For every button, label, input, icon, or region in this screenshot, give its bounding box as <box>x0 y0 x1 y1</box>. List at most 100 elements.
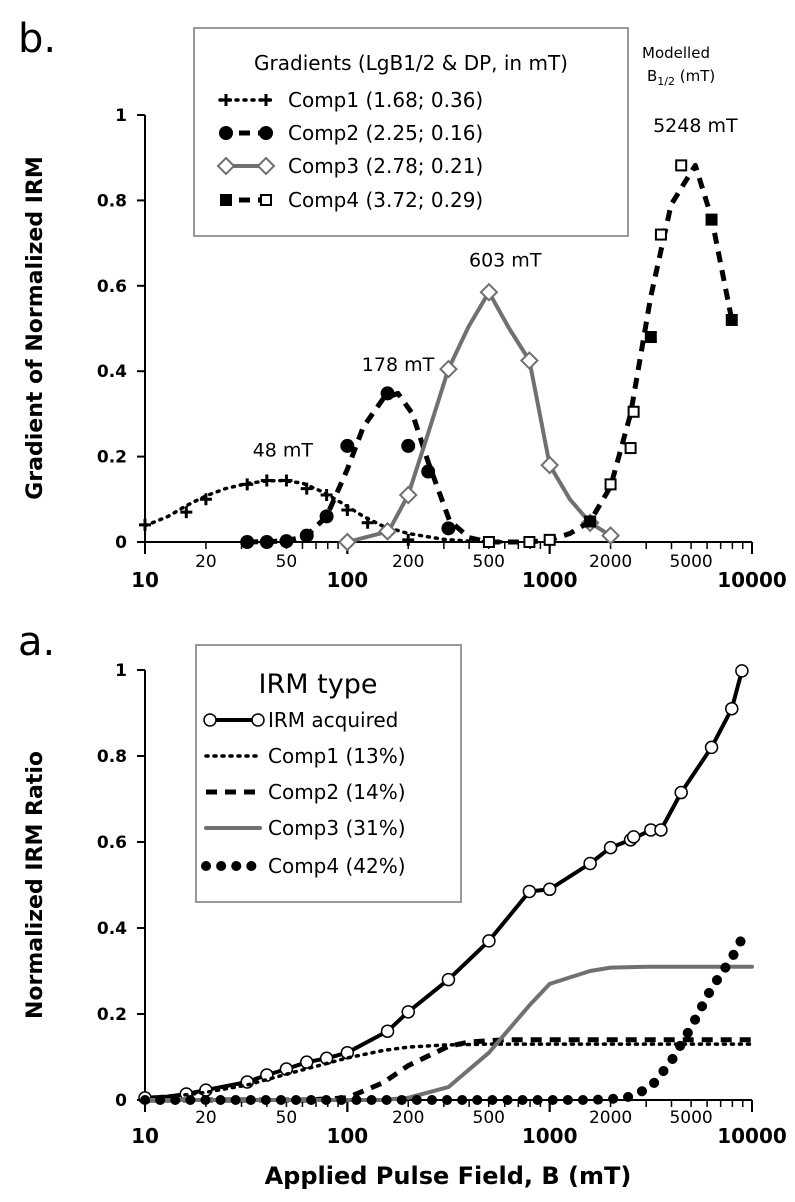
x-tick-label: 20 <box>195 552 217 572</box>
series-line-1 <box>143 478 507 544</box>
y-tick-label: 0.6 <box>97 277 127 297</box>
legend-label: IRM acquired <box>268 708 398 732</box>
legend-title: Gradients (LgB1/2 & DP, in mT) <box>254 51 568 75</box>
legend-marker <box>220 94 232 106</box>
legend: Gradients (LgB1/2 & DP, in mT) Comp1 (1.6… <box>193 27 629 237</box>
data-point-1 <box>674 785 688 800</box>
data-point-2 <box>441 521 456 536</box>
y-tick-label: 1 <box>115 106 127 126</box>
legend-marker <box>220 194 232 206</box>
x-tick-label: 500 <box>473 1108 505 1128</box>
panel-letter: a. <box>18 619 55 665</box>
legend-marker <box>260 194 272 206</box>
legend-marker <box>203 713 217 727</box>
data-point-2 <box>240 535 255 549</box>
data-point-4 <box>482 536 495 548</box>
data-point-1 <box>199 493 212 506</box>
x-tick-label: 1000 <box>522 1124 578 1148</box>
y-tick-label: 0.4 <box>97 362 127 382</box>
data-point-2 <box>319 509 334 524</box>
data-point-1 <box>583 856 597 871</box>
data-point-4 <box>644 331 657 344</box>
data-point-4 <box>675 159 688 172</box>
data-point-1 <box>280 474 293 487</box>
data-point-1 <box>341 503 354 516</box>
legend-marker <box>219 126 233 140</box>
legend-marker <box>260 94 272 106</box>
peak-annotation: 603 mT <box>469 250 542 272</box>
data-point-1 <box>300 482 313 495</box>
panel-letter: b. <box>18 16 56 62</box>
data-point-4 <box>654 228 667 241</box>
data-point-1 <box>260 474 273 487</box>
x-tick-label: 50 <box>276 552 298 572</box>
y-tick-label: 0 <box>115 1091 127 1111</box>
data-point-4 <box>523 536 536 548</box>
peak-annotation: 178 mT <box>362 354 435 376</box>
y-axis-label: Gradient of Normalized IRM <box>23 156 48 500</box>
data-point-4 <box>543 533 556 546</box>
y-tick-label: 0.2 <box>97 1005 127 1025</box>
legend-label: Comp3 (31%) <box>268 816 406 840</box>
x-tick-label: 100 <box>326 568 368 592</box>
data-point-3 <box>479 282 499 302</box>
data-point-4 <box>604 478 617 491</box>
legend-marker <box>251 713 265 727</box>
data-point-2 <box>340 438 355 453</box>
data-point-2 <box>401 438 416 453</box>
data-point-1 <box>482 934 496 948</box>
modelled-b-label: B1/2 (mT) <box>647 67 715 88</box>
legend-label: Comp1 (13%) <box>268 744 406 768</box>
data-point-1 <box>180 506 193 519</box>
data-point-1 <box>522 884 537 899</box>
data-point-1 <box>441 972 456 987</box>
x-tick-label: 20 <box>195 1108 217 1128</box>
data-point-3 <box>398 485 418 505</box>
data-point-1 <box>380 1024 395 1038</box>
x-axis-label: Applied Pulse Field, B (mT) <box>265 1162 632 1190</box>
x-tick-label: 10 <box>131 568 159 592</box>
data-point-3 <box>540 455 560 475</box>
x-tick-label: 2000 <box>589 552 632 572</box>
data-point-1 <box>401 1005 415 1019</box>
y-tick-label: 0 <box>115 533 127 553</box>
data-point-1 <box>603 840 618 855</box>
y-axis-label: Normalized IRM Ratio <box>23 751 48 1019</box>
data-point-4 <box>725 313 738 326</box>
peak-annotation: 48 mT <box>253 440 314 462</box>
series-line-2 <box>143 1042 754 1100</box>
panel-a-irm-chart: a. Normalized IRM Ratio 0 0.2 0.4 0.6 0.8 1 10 20… <box>18 619 787 1190</box>
data-point-3 <box>378 521 397 541</box>
legend-label: Comp1 (1.68; 0.36) <box>288 88 483 112</box>
legend-marker <box>259 126 273 140</box>
data-point-1 <box>402 533 415 546</box>
data-point-1 <box>735 664 749 678</box>
data-point-4 <box>624 442 637 455</box>
series-line-5 <box>140 933 747 1105</box>
y-tick-label: 1 <box>115 661 127 681</box>
data-point-1 <box>542 882 557 897</box>
x-tick-label: 10 <box>131 1124 159 1148</box>
series-line-3 <box>345 290 613 544</box>
data-point-2 <box>279 534 294 549</box>
data-point-4 <box>584 515 597 528</box>
data-point-1 <box>139 518 151 531</box>
data-point-3 <box>439 359 458 379</box>
x-tick-label: 50 <box>276 1108 298 1128</box>
y-tick-label: 0.2 <box>97 448 127 468</box>
legend: IRM type IRM acquired Comp1 (13%) Comp2 (14… <box>195 644 462 903</box>
data-point-1 <box>320 489 333 502</box>
legend-title: IRM type <box>259 669 378 700</box>
data-point-4 <box>705 213 718 226</box>
data-point-2 <box>380 386 395 401</box>
legend-label: Comp4 (3.72; 0.29) <box>288 188 483 212</box>
data-point-3 <box>519 351 539 370</box>
x-tick-label: 10000 <box>717 568 787 592</box>
legend-marker <box>216 156 236 176</box>
data-point-1 <box>654 823 668 837</box>
legend-label: Comp2 (2.25; 0.16) <box>288 121 483 145</box>
legend-label: Comp2 (14%) <box>268 780 406 804</box>
legend-marker <box>256 156 276 176</box>
data-point-4 <box>627 405 640 418</box>
